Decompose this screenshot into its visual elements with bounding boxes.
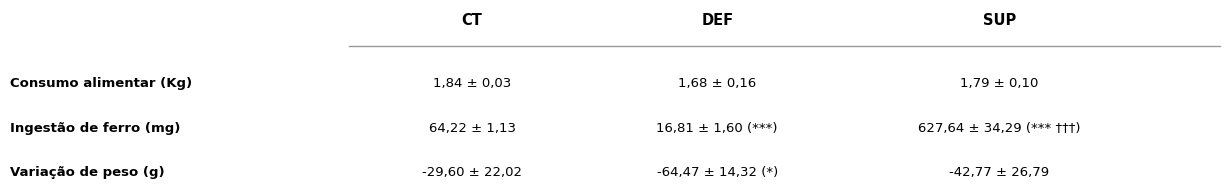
Text: 16,81 ± 1,60 (***): 16,81 ± 1,60 (***)	[656, 122, 779, 135]
Text: Ingestão de ferro (mg): Ingestão de ferro (mg)	[10, 122, 180, 135]
Text: 1,68 ± 0,16: 1,68 ± 0,16	[678, 77, 756, 90]
Text: Variação de peso (g): Variação de peso (g)	[10, 166, 164, 179]
Text: -64,47 ± 14,32 (*): -64,47 ± 14,32 (*)	[657, 166, 777, 179]
Text: DEF: DEF	[701, 13, 733, 28]
Text: 627,64 ± 34,29 (*** †††): 627,64 ± 34,29 (*** †††)	[918, 122, 1080, 135]
Text: -29,60 ± 22,02: -29,60 ± 22,02	[422, 166, 522, 179]
Text: SUP: SUP	[982, 13, 1016, 28]
Text: Consumo alimentar (Kg): Consumo alimentar (Kg)	[10, 77, 192, 90]
Text: 64,22 ± 1,13: 64,22 ± 1,13	[429, 122, 515, 135]
Text: 1,84 ± 0,03: 1,84 ± 0,03	[433, 77, 511, 90]
Text: 1,79 ± 0,10: 1,79 ± 0,10	[960, 77, 1038, 90]
Text: -42,77 ± 26,79: -42,77 ± 26,79	[949, 166, 1049, 179]
Text: CT: CT	[461, 13, 483, 28]
